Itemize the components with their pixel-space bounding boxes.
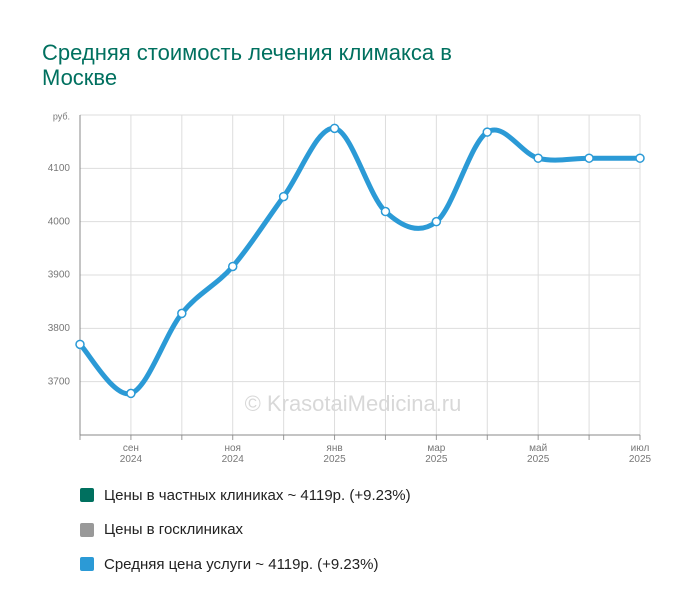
- legend-item: Средняя цена услуги ~ 4119р. (+9.23%): [80, 555, 379, 573]
- x-tick-label: янв 2025: [323, 443, 346, 465]
- data-point: [584, 153, 594, 163]
- legend-label: Цены в госклиниках: [104, 521, 244, 538]
- legend-item: Цены в частных клиниках ~ 4119р. (+9.23%…: [80, 486, 411, 504]
- x-tick-label: ноя 2024: [221, 443, 244, 465]
- data-point: [635, 153, 645, 163]
- data-point: [431, 216, 442, 227]
- legend-swatch: [80, 488, 94, 502]
- data-point: [533, 153, 543, 163]
- x-tick-label: июл 2025: [628, 443, 652, 465]
- data-point: [278, 191, 289, 202]
- chart-title: Средняя стоимость лечения климакса в Мос…: [42, 40, 452, 90]
- y-tick-label: 4100: [48, 163, 71, 174]
- legend-label: Средняя цена услуги ~ 4119р. (+9.23%): [104, 555, 379, 573]
- legend-swatch: [80, 557, 94, 571]
- legend-swatch: [80, 522, 94, 537]
- x-tick-label: май 2025: [527, 443, 550, 465]
- y-tick-label: руб.: [53, 111, 70, 121]
- data-point: [482, 127, 493, 137]
- y-tick-label: 3700: [48, 376, 71, 387]
- legend-label: Цены в частных клиниках ~ 4119р. (+9.23%…: [104, 486, 411, 504]
- data-point: [380, 206, 391, 217]
- x-tick-label: мар 2025: [425, 443, 448, 465]
- y-tick-label: 3900: [48, 270, 71, 281]
- data-point: [126, 388, 136, 399]
- data-point: [329, 123, 340, 134]
- y-tick-label: 3800: [48, 323, 71, 334]
- x-tick-label: сен 2024: [119, 443, 143, 465]
- data-point: [177, 308, 187, 319]
- legend-item: Цены в госклиниках: [80, 521, 244, 538]
- y-tick-label: 4000: [48, 216, 71, 227]
- data-point: [75, 339, 85, 350]
- watermark: © KrasotaiMedicina.ru: [245, 391, 462, 416]
- data-point: [227, 261, 238, 272]
